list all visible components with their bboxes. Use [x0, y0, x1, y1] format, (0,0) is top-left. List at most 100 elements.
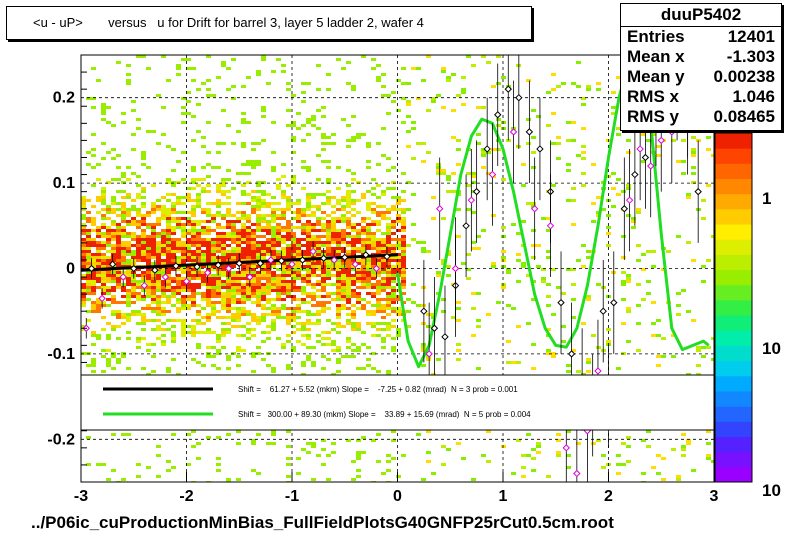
heatmap-cell [701, 346, 706, 349]
heatmap-cell [151, 283, 156, 286]
heatmap-cell [336, 58, 341, 61]
heatmap-cell [111, 295, 116, 298]
heatmap-cell [96, 307, 101, 310]
heatmap-cell [251, 370, 256, 373]
heatmap-cell [131, 301, 136, 304]
heatmap-cell [281, 307, 286, 310]
heatmap-cell [426, 460, 431, 463]
heatmap-cell [141, 277, 146, 280]
heatmap-cell [286, 280, 291, 283]
heatmap-cell [151, 295, 156, 298]
heatmap-cell [406, 298, 411, 301]
heatmap-cell [126, 253, 131, 256]
heatmap-cell [351, 226, 356, 229]
heatmap-cell [326, 307, 331, 310]
heatmap-cell [311, 286, 316, 289]
heatmap-cell [336, 292, 341, 295]
heatmap-cell [386, 250, 391, 253]
heatmap-cell [556, 286, 561, 289]
heatmap-cell [271, 289, 276, 292]
heatmap-cell [626, 445, 631, 448]
heatmap-cell [436, 163, 441, 166]
data-point-magenta [594, 367, 602, 375]
heatmap-cell [101, 244, 106, 247]
heatmap-cell [261, 58, 266, 61]
heatmap-cell [391, 244, 396, 247]
heatmap-cell [256, 289, 261, 292]
heatmap-cell [166, 79, 171, 82]
heatmap-cell [336, 217, 341, 220]
heatmap-cell [626, 310, 631, 313]
heatmap-cell [626, 214, 631, 217]
heatmap-cell [151, 277, 156, 280]
heatmap-cell [156, 325, 161, 328]
heatmap-cell [201, 253, 206, 256]
heatmap-cell [331, 274, 336, 277]
heatmap-cell [181, 295, 186, 298]
heatmap-cell [276, 244, 281, 247]
heatmap-cell [256, 190, 261, 193]
heatmap-cell [216, 295, 221, 298]
heatmap-cell [326, 319, 331, 322]
heatmap-cell [371, 295, 376, 298]
heatmap-cell [136, 283, 141, 286]
heatmap-cell [351, 253, 356, 256]
heatmap-cell [401, 280, 406, 283]
heatmap-cell [216, 301, 221, 304]
heatmap-cell [641, 133, 646, 136]
heatmap-cell [216, 340, 221, 343]
heatmap-cell [351, 229, 356, 232]
heatmap-cell [266, 286, 271, 289]
heatmap-cell [126, 301, 131, 304]
heatmap-cell [126, 223, 131, 226]
heatmap-cell [236, 349, 241, 352]
heatmap-cell [86, 298, 91, 301]
heatmap-cell [116, 61, 121, 64]
heatmap-cell [306, 301, 311, 304]
heatmap-cell [291, 349, 296, 352]
heatmap-cell [171, 337, 176, 340]
heatmap-cell [401, 121, 406, 124]
heatmap-cell [266, 337, 271, 340]
heatmap-cell [136, 208, 141, 211]
heatmap-cell [216, 280, 221, 283]
heatmap-cell [151, 343, 156, 346]
heatmap-cell [551, 268, 556, 271]
colorbar-segment [715, 178, 752, 195]
heatmap-cell [546, 250, 551, 253]
heatmap-cell [286, 229, 291, 232]
heatmap-cell [116, 274, 121, 277]
heatmap-cell [151, 355, 156, 358]
heatmap-cell [81, 274, 86, 277]
heatmap-cell [531, 448, 536, 451]
data-point-black [610, 298, 618, 307]
heatmap-cell [456, 358, 461, 361]
heatmap-cell [311, 364, 316, 367]
heatmap-cell [606, 328, 611, 331]
heatmap-cell [381, 241, 386, 244]
heatmap-cell [456, 349, 461, 352]
heatmap-cell [231, 298, 236, 301]
heatmap-cell [311, 205, 316, 208]
heatmap-cell [351, 223, 356, 226]
heatmap-cell [131, 133, 136, 136]
heatmap-cell [266, 289, 271, 292]
heatmap-cell [176, 196, 181, 199]
heatmap-cell [181, 325, 186, 328]
heatmap-cell [291, 178, 296, 181]
heatmap-cell [111, 325, 116, 328]
heatmap-cell [156, 445, 161, 448]
heatmap-cell [361, 343, 366, 346]
heatmap-cell [331, 241, 336, 244]
heatmap-cell [206, 259, 211, 262]
heatmap-cell [241, 241, 246, 244]
heatmap-cell [421, 79, 426, 82]
heatmap-cell [196, 268, 201, 271]
heatmap-cell [111, 247, 116, 250]
heatmap-cell [321, 133, 326, 136]
heatmap-cell [266, 364, 271, 367]
heatmap-cell [336, 244, 341, 247]
heatmap-cell [271, 433, 276, 436]
heatmap-cell [291, 346, 296, 349]
heatmap-cell [301, 229, 306, 232]
